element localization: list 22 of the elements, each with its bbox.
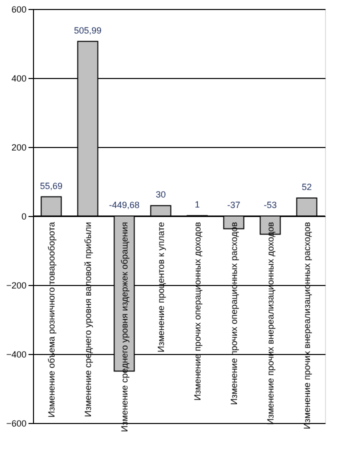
x-tick-label: Изменение объема розничного товарооборота (46, 222, 56, 418)
y-tick-label: 400 (11, 74, 26, 84)
y-tick-label: −200 (6, 280, 26, 290)
x-tick-label: Изменение прочих внереализационных расходов (302, 222, 312, 430)
x-tick-label: Изменение среднего уровня валовой прибыли (82, 222, 93, 417)
data-label: 30 (156, 190, 166, 200)
y-tick-label: 600 (11, 4, 26, 14)
x-tick-label: Изменение прочих внереализационных доходов (265, 222, 276, 425)
x-tick-label: Изменение среднего уровня издержек обращения (119, 222, 130, 432)
data-label: 55,69 (40, 180, 63, 191)
data-label: -449,68 (108, 200, 140, 210)
y-tick-label: 200 (11, 142, 26, 152)
y-tick-label: −400 (6, 350, 26, 360)
y-tick-label: 0 (21, 212, 26, 222)
x-tick-label: Изменение прочих операционных доходов (192, 222, 202, 401)
x-tick-label: Изменение процентов к уплате (156, 222, 166, 352)
data-label: -53 (264, 200, 277, 210)
data-label: 52 (302, 182, 312, 192)
data-label: 1 (194, 200, 200, 210)
y-tick-label: −600 (6, 418, 26, 428)
data-label: 505,99 (74, 25, 102, 36)
data-label: -37 (227, 200, 240, 210)
